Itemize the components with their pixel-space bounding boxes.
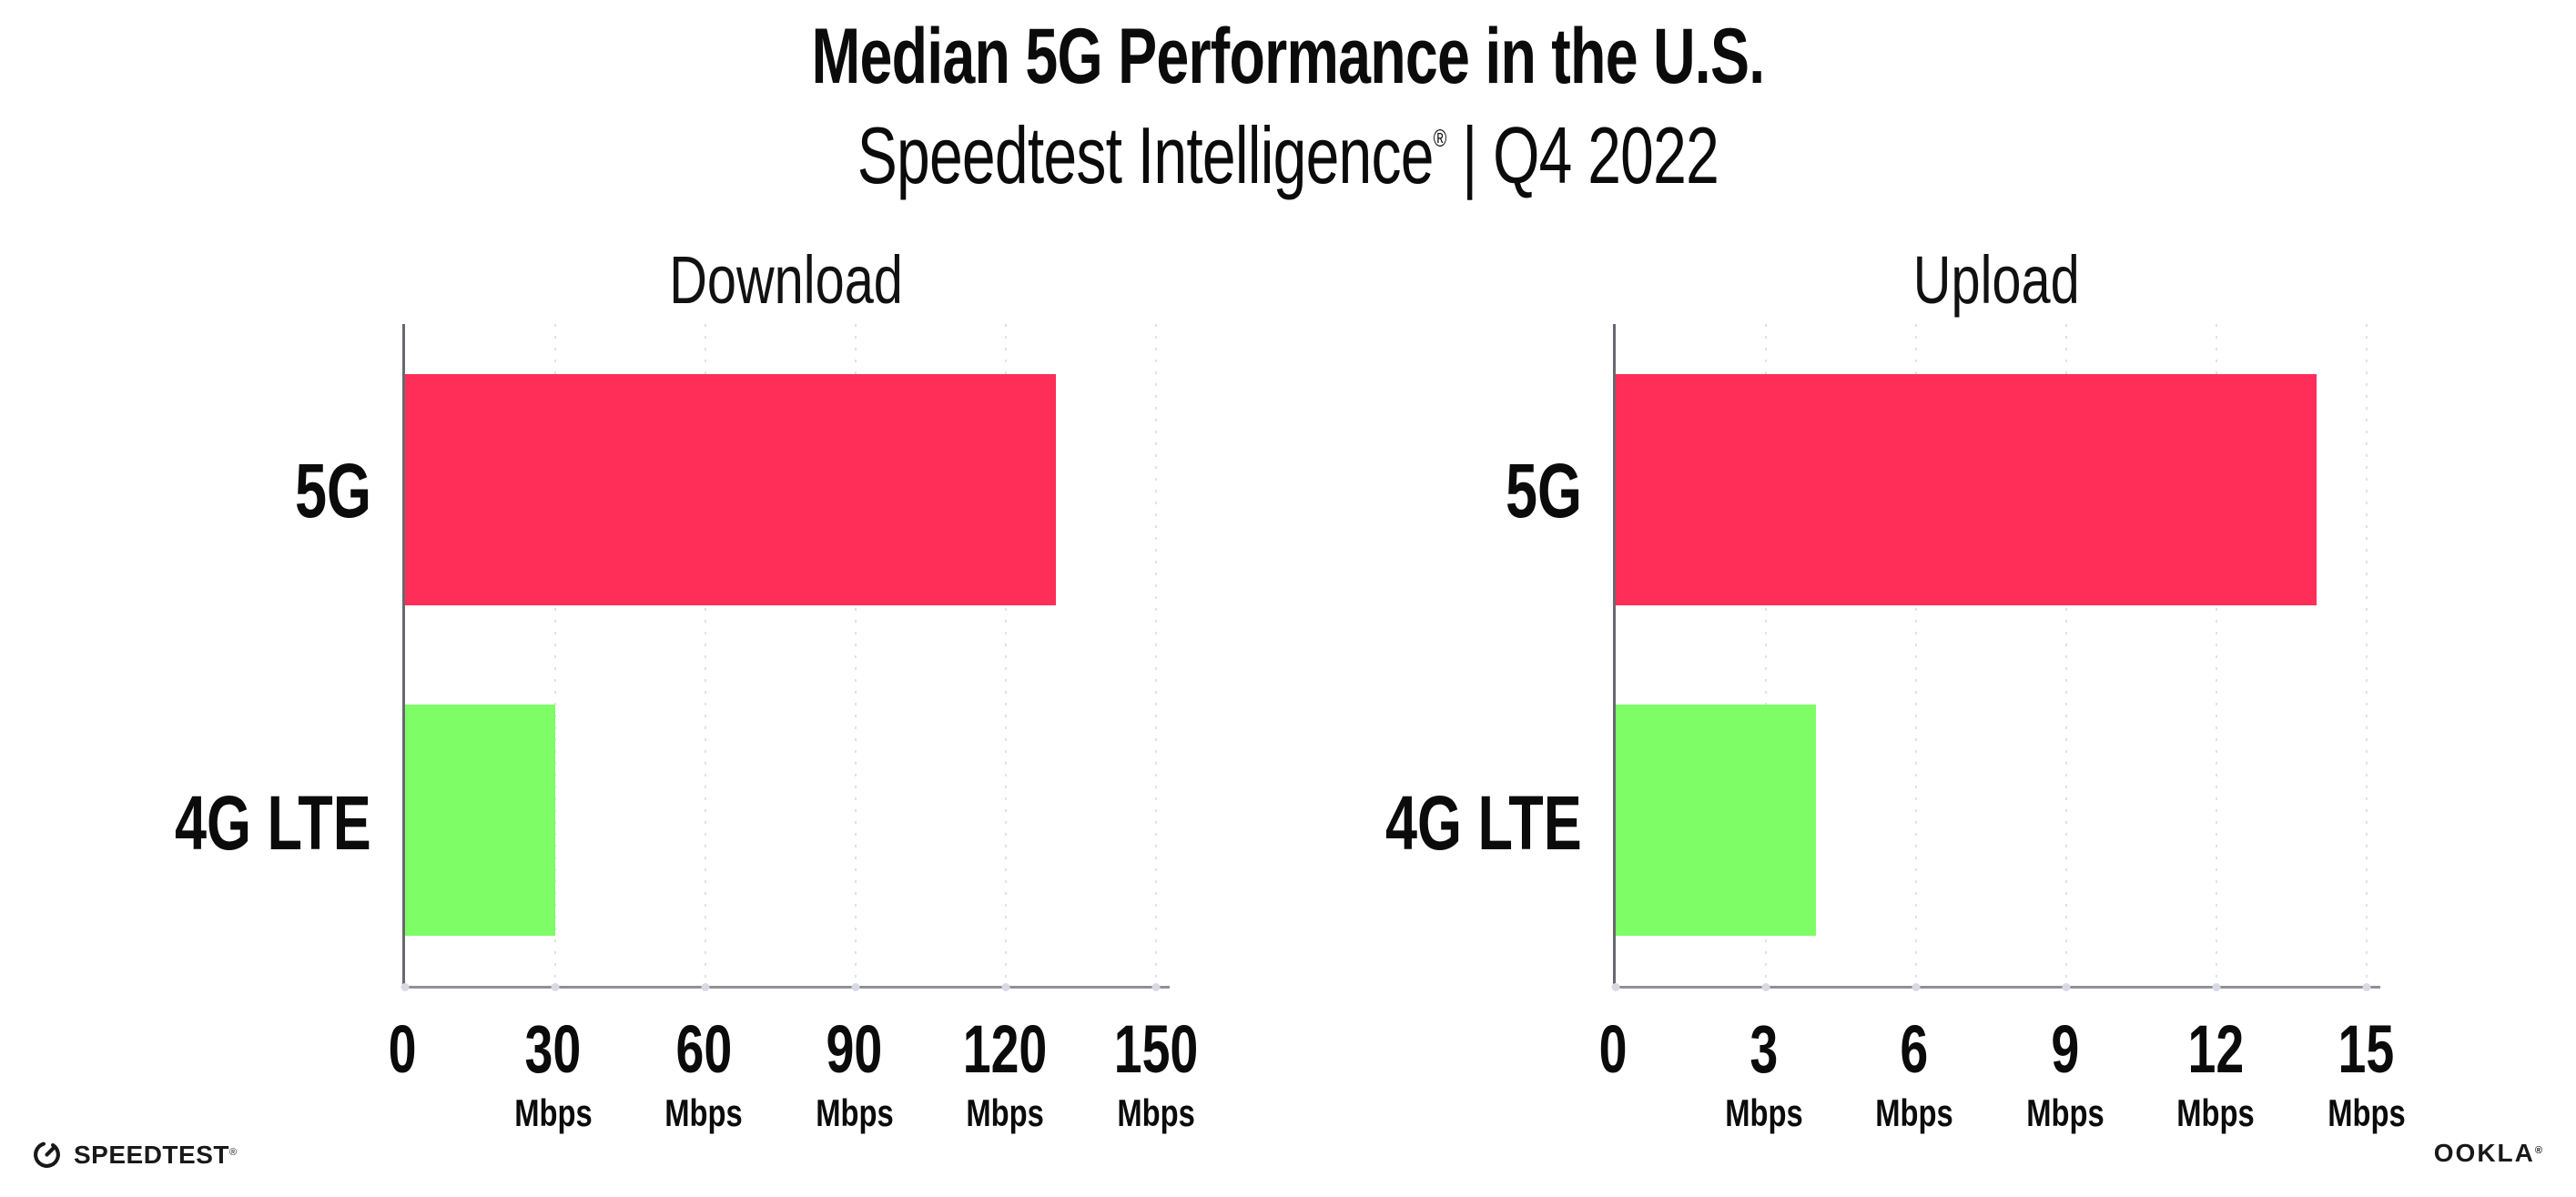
x-tick-value: 120 bbox=[962, 1011, 1048, 1087]
axis-tick-dot bbox=[1001, 983, 1010, 991]
axis-tick-dot bbox=[701, 983, 710, 991]
x-tick-0: 0 bbox=[383, 1016, 421, 1083]
x-tick-value: 6 bbox=[1900, 1011, 1929, 1087]
x-tick-unit: Mbps bbox=[513, 1091, 593, 1134]
axis-tick-dot bbox=[2362, 983, 2371, 991]
gridline bbox=[2215, 324, 2217, 986]
category-label-4g-lte: 4G LTE bbox=[1385, 779, 1582, 866]
x-tick-unit: Mbps bbox=[1875, 1091, 1953, 1134]
x-tick-12: 12 Mbps bbox=[2165, 1016, 2266, 1132]
x-tick-unit: Mbps bbox=[966, 1091, 1045, 1134]
speedtest-wordmark: SPEEDTEST® bbox=[74, 1140, 238, 1169]
download-x-axis-labels: 0 30 Mbps 60 Mbps 90 Mbps 120 Mbps 150 Mbps bbox=[389, 989, 1199, 1132]
x-tick-150: 150 Mbps bbox=[1100, 1016, 1212, 1132]
speedtest-logo: SPEEDTEST® bbox=[32, 1140, 237, 1170]
gridline bbox=[2365, 324, 2368, 986]
registered-trademark-icon: ® bbox=[228, 1146, 238, 1158]
x-tick-unit: Mbps bbox=[1117, 1091, 1195, 1134]
charts-row: Download 5G 4G LTE 0 30 Mbps 60 Mbps 90 Mbp… bbox=[155, 237, 2406, 1132]
x-tick-unit: Mbps bbox=[815, 1091, 894, 1134]
x-tick-value: 90 bbox=[826, 1011, 883, 1087]
x-tick-unit: Mbps bbox=[664, 1091, 743, 1134]
axis-tick-dot bbox=[2062, 983, 2071, 991]
download-plot-area bbox=[401, 324, 1170, 991]
download-chart: Download 5G 4G LTE 0 30 Mbps 60 Mbps 90 Mbp… bbox=[155, 237, 1199, 1132]
page-title-text: Median 5G Performance in the U.S. bbox=[811, 13, 1766, 100]
axis-tick-dot bbox=[2212, 983, 2221, 991]
ookla-wordmark: OOKLA bbox=[2433, 1139, 2535, 1167]
subtitle-product: Speedtest Intelligence bbox=[857, 110, 1435, 200]
chart-title-upload: Upload bbox=[1913, 242, 2080, 318]
category-label-5g: 5G bbox=[1505, 447, 1582, 533]
upload-chart: Upload 5G 4G LTE 0 3 Mbps 6 Mbps 9 Mbps 12 M… bbox=[1365, 237, 2406, 1132]
gridline bbox=[1004, 324, 1007, 986]
axis-tick-dot bbox=[1611, 983, 1620, 991]
gridline bbox=[1764, 324, 1767, 986]
x-tick-3: 3 Mbps bbox=[1714, 1016, 1814, 1132]
x-tick-unit: Mbps bbox=[1724, 1091, 1803, 1134]
axis-tick-dot bbox=[1912, 983, 1921, 991]
x-tick-90: 90 Mbps bbox=[805, 1016, 905, 1132]
bar-5g bbox=[1616, 373, 2317, 605]
x-tick-unit: Mbps bbox=[2025, 1091, 2104, 1134]
y-axis-category-labels: 5G 4G LTE bbox=[155, 324, 402, 989]
gridline bbox=[2064, 324, 2067, 986]
speedtest-gauge-icon bbox=[34, 1141, 60, 1168]
bar-4g-lte bbox=[405, 705, 555, 937]
x-tick-value: 3 bbox=[1749, 1011, 1778, 1087]
axis-tick-dot bbox=[401, 983, 410, 991]
x-tick-0: 0 bbox=[1594, 1016, 1631, 1083]
gridline bbox=[1914, 324, 1917, 986]
bar-row bbox=[1616, 655, 2380, 987]
upload-plot-area bbox=[1611, 324, 2380, 991]
page-subtitle-text: Speedtest Intelligence® | Q4 2022 bbox=[857, 110, 1719, 220]
upload-x-axis-labels: 0 3 Mbps 6 Mbps 9 Mbps 12 Mbps 15 Mbps bbox=[1599, 989, 2406, 1132]
page-title: Median 5G Performance in the U.S. bbox=[0, 13, 2576, 101]
bar-row bbox=[405, 655, 1170, 987]
x-tick-value: 15 bbox=[2338, 1011, 2395, 1087]
axis-tick-dot bbox=[551, 983, 560, 991]
axis-tick-dot bbox=[1761, 983, 1770, 991]
ookla-logo: OOKLA® bbox=[2434, 1139, 2544, 1168]
category-label-4g-lte: 4G LTE bbox=[175, 779, 371, 866]
gridline bbox=[1154, 324, 1157, 986]
x-tick-value: 150 bbox=[1113, 1011, 1199, 1087]
x-tick-value: 9 bbox=[2051, 1011, 2080, 1087]
x-tick-value: 12 bbox=[2187, 1011, 2245, 1087]
axis-tick-dot bbox=[1151, 983, 1161, 991]
x-tick-value: 0 bbox=[1598, 1011, 1628, 1087]
category-label-5g: 5G bbox=[294, 447, 371, 533]
page-subtitle: Speedtest Intelligence® | Q4 2022 bbox=[0, 110, 2576, 220]
bar-row bbox=[405, 324, 1170, 655]
x-tick-value: 60 bbox=[675, 1011, 732, 1087]
x-tick-value: 30 bbox=[524, 1011, 582, 1087]
chart-title-download: Download bbox=[669, 242, 903, 318]
x-tick-15: 15 Mbps bbox=[2317, 1016, 2417, 1132]
gridline bbox=[553, 324, 556, 986]
gridline bbox=[704, 324, 706, 986]
registered-trademark-icon: ® bbox=[2534, 1145, 2544, 1156]
header: Median 5G Performance in the U.S. Speedt… bbox=[0, 0, 2576, 220]
download-chart-body: 5G 4G LTE bbox=[155, 324, 1170, 991]
subtitle-period: | Q4 2022 bbox=[1445, 110, 1719, 200]
gridline bbox=[854, 324, 857, 986]
registered-trademark-icon: ® bbox=[1433, 125, 1447, 153]
x-tick-60: 60 Mbps bbox=[654, 1016, 754, 1132]
x-tick-unit: Mbps bbox=[2176, 1091, 2256, 1134]
y-axis-category-labels: 5G 4G LTE bbox=[1365, 324, 1613, 989]
x-tick-9: 9 Mbps bbox=[2015, 1016, 2115, 1132]
upload-chart-body: 5G 4G LTE bbox=[1365, 324, 2380, 991]
x-tick-6: 6 Mbps bbox=[1864, 1016, 1964, 1132]
axis-tick-dot bbox=[851, 983, 860, 991]
bar-row bbox=[1616, 324, 2380, 655]
x-tick-unit: Mbps bbox=[2328, 1091, 2406, 1134]
bar-4g-lte bbox=[1616, 705, 1816, 937]
x-tick-30: 30 Mbps bbox=[503, 1016, 603, 1132]
bar-5g bbox=[405, 373, 1056, 605]
x-tick-value: 0 bbox=[388, 1011, 417, 1087]
x-tick-120: 120 Mbps bbox=[949, 1016, 1061, 1132]
